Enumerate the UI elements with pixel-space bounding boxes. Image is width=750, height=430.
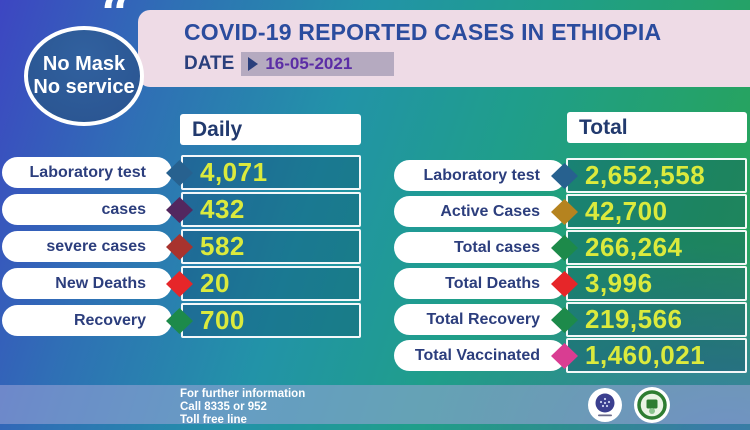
row-value: 42,700 (566, 194, 747, 229)
row-label: severe cases (2, 231, 172, 262)
row-label: Laboratory test (394, 160, 566, 191)
row-label: Total Vaccinated (394, 340, 566, 371)
date-label: DATE (184, 53, 235, 74)
ministry-of-health-logo (588, 388, 622, 422)
footer-logos (588, 387, 670, 423)
row-value: 582 (181, 229, 361, 264)
public-health-institute-logo (634, 387, 670, 423)
row-value: 20 (181, 266, 361, 301)
title-banner: COVID-19 REPORTED CASES IN ETHIOPIA DATE… (138, 10, 750, 87)
footer-bar: For further information Call 8335 or 952… (0, 385, 750, 427)
no-mask-badge: No Mask No service (24, 26, 144, 126)
page-title: COVID-19 REPORTED CASES IN ETHIOPIA (184, 19, 662, 45)
row-value: 4,071 (181, 155, 361, 190)
total-column-header: Total (567, 112, 747, 143)
play-arrow-icon (248, 57, 259, 71)
row-value: 1,460,021 (566, 338, 747, 373)
row-label: Laboratory test (2, 157, 172, 188)
footer-line-2: Call 8335 or 952 (180, 401, 267, 413)
daily-column-header: Daily (180, 114, 361, 145)
quote-mark-icon: “ (101, 0, 131, 45)
badge-line-1: No Mask (42, 53, 126, 75)
badge-line-2: No service (33, 76, 135, 98)
footer-line-1: For further information (180, 388, 306, 400)
row-value: 219,566 (566, 302, 747, 337)
row-label: Total Recovery (394, 304, 566, 335)
footer-info: For further information Call 8335 or 952… (180, 388, 305, 427)
row-label: Recovery (2, 305, 172, 336)
row-value: 3,996 (566, 266, 747, 301)
row-label: Total Deaths (394, 268, 566, 299)
date-strip: 16-05-2021 (241, 52, 395, 76)
row-value: 266,264 (566, 230, 747, 265)
row-value: 700 (181, 303, 361, 338)
footer-line-3: Toll free line (180, 414, 247, 426)
date-value: 16-05-2021 (265, 54, 353, 73)
row-value: 2,652,558 (566, 158, 747, 193)
row-label: Total cases (394, 232, 566, 263)
row-label: cases (2, 194, 172, 225)
row-label: New Deaths (2, 268, 172, 299)
date-row: DATE 16-05-2021 (184, 52, 395, 76)
row-value: 432 (181, 192, 361, 227)
row-label: Active Cases (394, 196, 566, 227)
